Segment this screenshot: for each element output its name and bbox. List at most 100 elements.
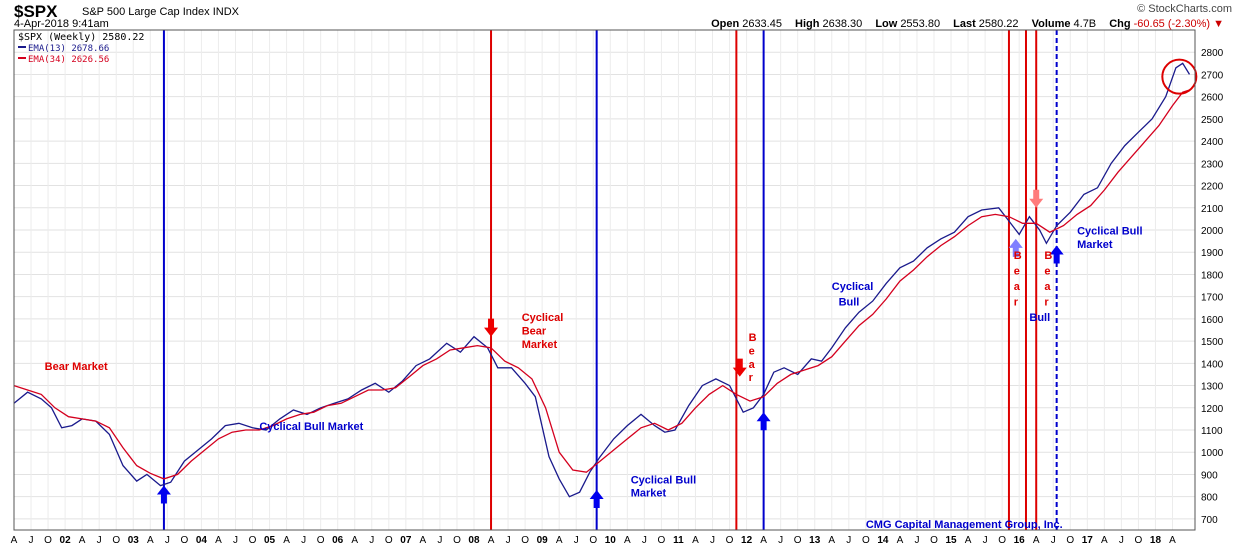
volume-value: 4.7B (1073, 18, 1097, 30)
last-label: Last (953, 18, 976, 30)
y-tick-label: 2300 (1201, 159, 1224, 170)
x-tick-label: 10 (605, 535, 617, 546)
cycle-arrows (156, 189, 1064, 508)
ema34-line (13, 89, 1190, 480)
x-tick-label: 13 (809, 535, 821, 546)
y-tick-label: 1700 (1201, 293, 1224, 304)
x-tick-label: 14 (877, 535, 889, 546)
arrow-down-icon (732, 358, 747, 377)
x-tick-label: O (998, 535, 1006, 546)
annotation-text: Market (522, 339, 558, 351)
y-tick-label: 2600 (1201, 93, 1224, 104)
annotation-text: a (749, 359, 756, 371)
open-value: 2633.45 (742, 18, 782, 30)
y-tick-label: 1400 (1201, 359, 1224, 370)
x-tick-label: O (249, 535, 257, 546)
x-tick-label: J (914, 535, 919, 546)
y-tick-label: 2400 (1201, 137, 1224, 148)
arrow-down-icon (1029, 189, 1044, 208)
chg-value: -60.65 (-2.30%) (1133, 18, 1211, 30)
symbol-name: S&P 500 Large Cap Index INDX (82, 6, 239, 18)
x-tick-label: A (828, 535, 835, 546)
y-tick-label: 2200 (1201, 182, 1224, 193)
legend: $SPX (Weekly) 2580.22 EMA(13) 2678.66 EM… (18, 32, 144, 65)
x-tick-label: J (574, 535, 579, 546)
x-tick-label: A (283, 535, 290, 546)
y-tick-label: 2500 (1201, 115, 1224, 126)
y-tick-label: 1800 (1201, 270, 1224, 281)
x-tick-label: J (29, 535, 34, 546)
legend-price: $SPX (Weekly) 2580.22 (18, 32, 144, 43)
x-tick-label: J (778, 535, 783, 546)
last-value: 2580.22 (978, 18, 1019, 30)
x-tick-label: A (488, 535, 495, 546)
annotation-text: Market (1077, 239, 1113, 251)
y-tick-label: 1300 (1201, 382, 1224, 393)
x-tick-label: 16 (1014, 535, 1026, 546)
y-tick-label: 800 (1201, 493, 1218, 504)
annotation-text: e (1014, 265, 1020, 277)
highlight-circle (1161, 58, 1198, 95)
x-tick-label: A (624, 535, 631, 546)
y-tick-label: 2700 (1201, 70, 1224, 81)
arrow-up-icon (589, 490, 604, 508)
low-value: 2553.80 (900, 18, 941, 30)
x-tick-label: J (710, 535, 715, 546)
x-tick-label: J (97, 535, 102, 546)
annotation-text: Bull (839, 297, 860, 309)
low-label: Low (875, 18, 898, 30)
y-tick-label: 700 (1201, 515, 1218, 526)
x-tick-label: J (1051, 535, 1056, 546)
volume-label: Volume (1031, 18, 1071, 30)
annotation-text: Bear (522, 325, 547, 337)
x-tick-label: O (317, 535, 325, 546)
x-tick-label: J (165, 535, 170, 546)
x-tick-label: J (846, 535, 851, 546)
annotation-text: Cyclical Bull (631, 474, 696, 486)
plot-frame (13, 29, 1196, 531)
x-tick-label: A (897, 535, 904, 546)
grid-lines (13, 30, 1195, 530)
x-tick-label: O (726, 535, 734, 546)
x-tick-label: J (506, 535, 511, 546)
annotation-text: Cyclical (522, 312, 564, 324)
chg-down-icon: ▼ (1213, 18, 1224, 30)
x-tick-label: A (1033, 535, 1040, 546)
x-tick-label: 18 (1150, 535, 1162, 546)
x-tick-label: O (1135, 535, 1143, 546)
x-tick-label: O (862, 535, 870, 546)
x-tick-label: 08 (468, 535, 480, 546)
brand-watermark: © StockCharts.com (1137, 3, 1232, 15)
quote-date: 4-Apr-2018 9:41am (14, 18, 109, 30)
annotation-text: Bull (1029, 312, 1050, 324)
annotation-text: a (1014, 281, 1021, 293)
x-axis-ticks: A J O 02 A J O 03 A J O 04 A J O 05 A J O 06 A J O 07 A J O 08 A J O 09… (11, 535, 1177, 546)
annotation-text: e (749, 345, 755, 357)
annotation-text: B (1044, 250, 1052, 262)
x-tick-label: 05 (264, 535, 276, 546)
annotation-text: Bear Market (45, 361, 108, 373)
annotation-text: CMG Capital Management Group, Inc. (866, 519, 1063, 531)
x-tick-label: J (301, 535, 306, 546)
x-tick-label: 03 (128, 535, 140, 546)
x-tick-label: A (11, 535, 18, 546)
x-tick-label: O (112, 535, 120, 546)
high-label: High (795, 18, 820, 30)
annotation-text: Cyclical (832, 281, 874, 293)
y-tick-label: 900 (1201, 470, 1218, 481)
annotation-text: r (749, 372, 754, 384)
annotation-text: e (1044, 265, 1050, 277)
y-tick-label: 1900 (1201, 248, 1224, 259)
x-tick-label: O (521, 535, 529, 546)
arrow-up-icon (156, 485, 171, 504)
open-label: Open (711, 18, 740, 30)
y-tick-label: 1200 (1201, 404, 1224, 415)
chg-label: Chg (1109, 18, 1131, 30)
x-tick-label: 02 (60, 535, 72, 546)
y-tick-label: 1000 (1201, 448, 1224, 459)
x-tick-label: O (1066, 535, 1074, 546)
x-tick-label: A (351, 535, 358, 546)
series-lines (13, 62, 1191, 498)
legend-ema13: EMA(13) 2678.66 (28, 44, 109, 54)
